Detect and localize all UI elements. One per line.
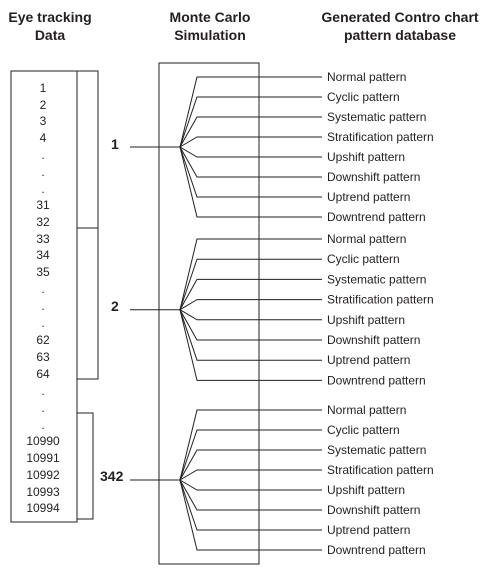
data-list-item: 10991 <box>26 451 60 465</box>
data-list-item: 4 <box>40 131 47 145</box>
pattern-label: Normal pattern <box>327 232 406 246</box>
pattern-label: Downshift pattern <box>327 333 420 347</box>
data-list-item: 31 <box>36 198 50 212</box>
pattern-branch-line <box>179 449 322 481</box>
data-bracket-2 <box>77 227 99 380</box>
data-list-item: . <box>41 299 44 313</box>
pattern-label: Normal pattern <box>327 403 406 417</box>
data-list-item: 35 <box>36 265 50 279</box>
eye-tracking-header-line-2: Data <box>34 27 66 43</box>
pattern-label: Upshift pattern <box>327 483 405 497</box>
pattern-branch-line <box>179 96 322 148</box>
data-list-item: 1 <box>40 81 47 95</box>
simulation-group: 2 Normal pattern Cyclic pattern Systematic … <box>111 232 434 387</box>
pattern-label: Downshift pattern <box>327 170 420 184</box>
group-label: 1 <box>111 136 119 152</box>
pattern-branch-line <box>179 409 322 481</box>
data-list-item: . <box>41 148 44 162</box>
pattern-label: Downtrend pattern <box>327 210 426 224</box>
group-label: 342 <box>100 468 124 484</box>
pattern-branch-line <box>179 238 322 310</box>
simulation-group: 342 Normal pattern Cyclic pattern Systemati… <box>100 403 434 557</box>
pattern-branch-line <box>179 479 322 531</box>
data-bracket-342 <box>77 412 94 520</box>
data-list-item: 64 <box>36 367 50 381</box>
pattern-branch-line <box>179 299 322 311</box>
pattern-branch-line <box>179 278 322 310</box>
pattern-branch-line <box>179 479 322 551</box>
pattern-label: Systematic pattern <box>327 443 426 457</box>
pattern-label: Normal pattern <box>327 70 406 84</box>
data-list-item: . <box>41 182 44 196</box>
pattern-branch-line <box>179 116 322 148</box>
pattern-branch-line <box>179 76 322 148</box>
data-list-item: . <box>41 282 44 296</box>
eye-tracking-header-line-1: Eye tracking <box>8 9 92 25</box>
data-list-item: 10992 <box>26 468 60 482</box>
monte-carlo-header: Monte Carlo Simulation <box>150 8 270 44</box>
data-list-item: . <box>41 165 44 179</box>
pattern-branch-line <box>179 146 322 178</box>
pattern-label: Upshift pattern <box>327 313 405 327</box>
data-list-item: 33 <box>36 232 50 246</box>
pattern-label: Cyclic pattern <box>327 252 400 266</box>
pattern-branch-line <box>179 146 322 218</box>
pattern-label: Uptrend pattern <box>327 190 410 204</box>
data-list-item: 62 <box>36 333 50 347</box>
pattern-label: Cyclic pattern <box>327 423 400 437</box>
data-list-item: 10994 <box>26 501 60 515</box>
pattern-branch-line <box>179 146 322 198</box>
pattern-branch-line <box>179 469 322 481</box>
data-list-item: . <box>41 418 44 432</box>
monte-carlo-header-line-2: Simulation <box>174 27 246 43</box>
pattern-branch-line <box>179 258 322 310</box>
data-list-item: 32 <box>36 215 50 229</box>
data-list-item: 3 <box>40 114 47 128</box>
pattern-label: Stratification pattern <box>327 293 434 307</box>
pattern-branch-line <box>179 479 322 491</box>
data-list-item: 34 <box>36 248 50 262</box>
data-list-item: . <box>41 316 44 330</box>
data-list-item: 2 <box>40 98 47 112</box>
pattern-branch-line <box>179 309 322 321</box>
pattern-branch-line <box>179 309 322 381</box>
data-list-item: 10993 <box>26 485 60 499</box>
pattern-label: Stratification pattern <box>327 130 434 144</box>
pattern-branch-line <box>179 479 322 511</box>
pattern-label: Upshift pattern <box>327 150 405 164</box>
pattern-label: Uptrend pattern <box>327 523 410 537</box>
monte-carlo-header-line-1: Monte Carlo <box>169 9 251 25</box>
pattern-label: Systematic pattern <box>327 272 426 286</box>
eye-tracking-data-box <box>10 70 78 523</box>
database-header: Generated Contro chart pattern database <box>310 8 490 44</box>
data-bracket-1 <box>77 70 99 229</box>
eye-tracking-header: Eye tracking Data <box>0 8 100 44</box>
pattern-label: Downshift pattern <box>327 503 420 517</box>
pattern-label: Downtrend pattern <box>327 543 426 557</box>
pattern-label: Downtrend pattern <box>327 373 426 387</box>
pattern-branch-line <box>179 136 322 148</box>
pattern-label: Stratification pattern <box>327 463 434 477</box>
data-list-item: . <box>41 401 44 415</box>
pattern-branch-line <box>179 309 322 361</box>
database-header-line-2: pattern database <box>343 27 457 43</box>
data-list-item: 63 <box>36 350 50 364</box>
simulation-group: 1 Normal pattern Cyclic pattern Systematic … <box>111 70 434 224</box>
data-list-item: . <box>41 384 44 398</box>
pattern-branch-line <box>179 146 322 158</box>
group-label: 2 <box>111 298 119 314</box>
data-list-item: 10990 <box>26 434 60 448</box>
database-header-line-1: Generated Contro chart <box>321 9 479 25</box>
pattern-label: Uptrend pattern <box>327 353 410 367</box>
pattern-label: Cyclic pattern <box>327 90 400 104</box>
monte-carlo-box <box>158 62 260 565</box>
pattern-label: Systematic pattern <box>327 110 426 124</box>
pattern-branch-line <box>179 309 322 341</box>
pattern-branch-line <box>179 429 322 481</box>
